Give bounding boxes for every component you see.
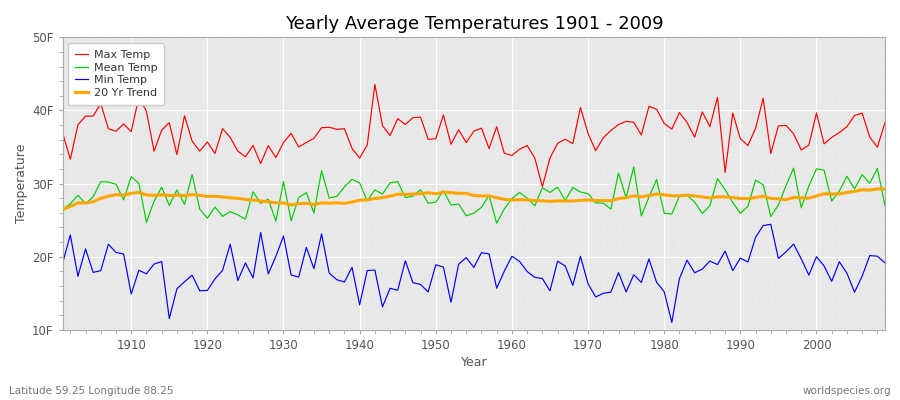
Min Temp: [879, 260, 890, 265]
Mean Temp: [606, 207, 616, 212]
Min Temp: [765, 222, 776, 227]
Mean Temp: [331, 194, 342, 199]
X-axis label: Year: Year: [461, 356, 487, 369]
Max Temp: [879, 120, 890, 125]
Mean Temp: [285, 218, 296, 223]
Max Temp: [514, 147, 525, 152]
Min Temp: [331, 277, 342, 282]
Line: Mean Temp: Mean Temp: [63, 167, 885, 223]
20 Yr Trend: [507, 198, 517, 202]
Line: Max Temp: Max Temp: [63, 84, 885, 187]
20 Yr Trend: [879, 187, 890, 192]
20 Yr Trend: [118, 193, 129, 198]
20 Yr Trend: [872, 186, 883, 191]
Mean Temp: [628, 164, 639, 169]
Text: worldspecies.org: worldspecies.org: [803, 386, 891, 396]
Min Temp: [285, 272, 296, 277]
Max Temp: [285, 131, 296, 136]
Y-axis label: Temperature: Temperature: [15, 144, 28, 223]
20 Yr Trend: [58, 207, 68, 212]
Mean Temp: [514, 190, 525, 195]
20 Yr Trend: [285, 202, 296, 207]
Min Temp: [598, 291, 608, 296]
Min Temp: [666, 320, 677, 325]
Max Temp: [370, 82, 381, 87]
Mean Temp: [58, 207, 68, 212]
Min Temp: [507, 254, 517, 259]
Max Temp: [58, 131, 68, 136]
Mean Temp: [879, 203, 890, 208]
20 Yr Trend: [499, 197, 509, 202]
Title: Yearly Average Temperatures 1901 - 2009: Yearly Average Temperatures 1901 - 2009: [284, 15, 663, 33]
20 Yr Trend: [331, 200, 342, 205]
Max Temp: [507, 153, 517, 158]
Max Temp: [331, 127, 342, 132]
Max Temp: [613, 122, 624, 127]
Mean Temp: [118, 198, 129, 202]
20 Yr Trend: [598, 198, 608, 203]
Text: Latitude 59.25 Longitude 88.25: Latitude 59.25 Longitude 88.25: [9, 386, 174, 396]
Line: Min Temp: Min Temp: [63, 224, 885, 322]
Max Temp: [537, 184, 548, 189]
Legend: Max Temp, Mean Temp, Min Temp, 20 Yr Trend: Max Temp, Mean Temp, Min Temp, 20 Yr Tre…: [68, 43, 164, 105]
Max Temp: [118, 122, 129, 126]
Min Temp: [499, 269, 509, 274]
Line: 20 Yr Trend: 20 Yr Trend: [63, 189, 885, 209]
Mean Temp: [507, 196, 517, 201]
Min Temp: [118, 252, 129, 256]
Min Temp: [58, 260, 68, 265]
Mean Temp: [491, 221, 502, 226]
